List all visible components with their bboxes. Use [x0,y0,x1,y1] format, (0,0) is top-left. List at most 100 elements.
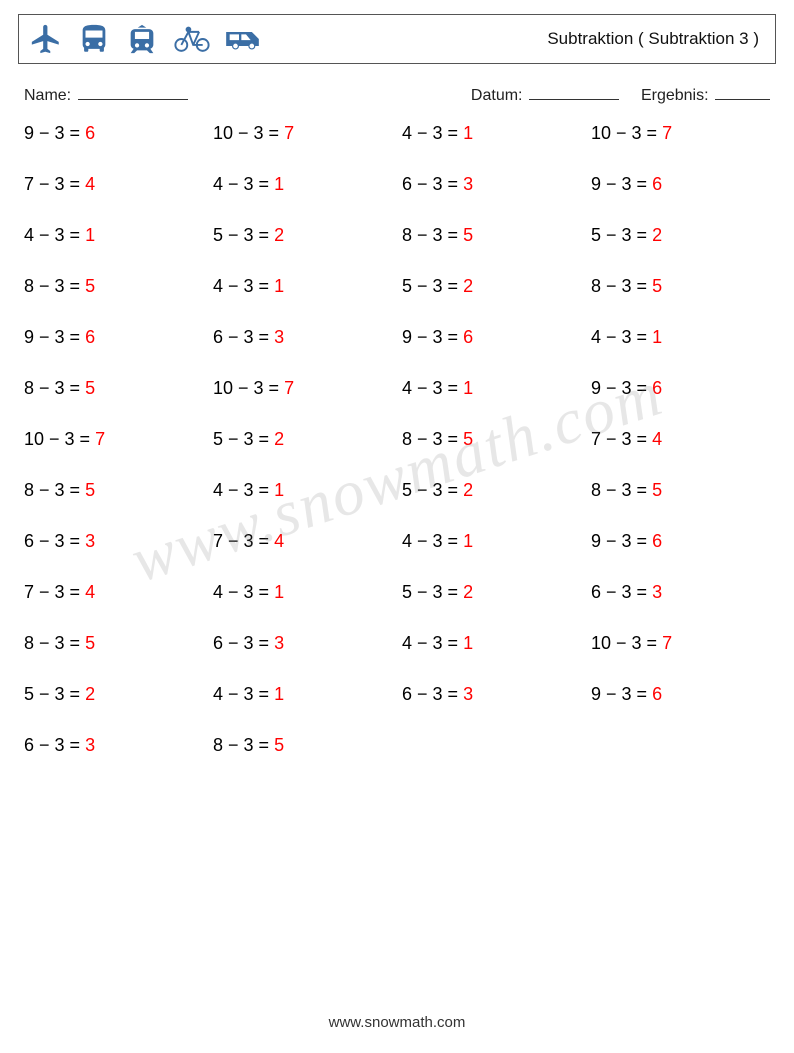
problem-answer: 7 [284,378,294,398]
problem-cell: 8 − 3 = 5 [402,429,581,450]
problem-answer: 1 [463,531,473,551]
problem-cell: 9 − 3 = 6 [591,684,770,705]
problem-answer: 6 [652,174,662,194]
problem-answer: 4 [274,531,284,551]
problem-expression: 8 − 3 = [24,276,85,296]
problem-cell: 6 − 3 = 3 [213,633,392,654]
problem-expression: 9 − 3 = [591,684,652,704]
problem-answer: 2 [274,429,284,449]
info-row: Name: Datum: Ergebnis: [24,86,770,105]
problem-cell: 9 − 3 = 6 [591,378,770,399]
problem-answer: 6 [85,327,95,347]
problem-cell: 7 − 3 = 4 [591,429,770,450]
problem-cell: 7 − 3 = 4 [213,531,392,552]
problem-cell: 4 − 3 = 1 [213,480,392,501]
problem-cell: 4 − 3 = 1 [591,327,770,348]
van-icon [225,24,267,54]
problem-cell: 8 − 3 = 5 [591,480,770,501]
problem-expression: 6 − 3 = [24,735,85,755]
problem-answer: 2 [85,684,95,704]
problem-answer: 6 [463,327,473,347]
problem-answer: 7 [662,123,672,143]
problem-answer: 3 [463,174,473,194]
problem-cell: 9 − 3 = 6 [591,531,770,552]
problem-answer: 2 [652,225,662,245]
problem-expression: 4 − 3 = [402,531,463,551]
problem-cell: 5 − 3 = 2 [591,225,770,246]
problem-cell: 9 − 3 = 6 [402,327,581,348]
problem-cell: 9 − 3 = 6 [591,174,770,195]
problem-expression: 6 − 3 = [591,582,652,602]
problem-answer: 6 [652,684,662,704]
problem-answer: 4 [85,582,95,602]
problem-expression: 5 − 3 = [213,225,274,245]
problem-answer: 7 [662,633,672,653]
problem-answer: 3 [652,582,662,602]
problem-expression: 9 − 3 = [591,174,652,194]
problem-answer: 5 [463,225,473,245]
problem-expression: 6 − 3 = [213,633,274,653]
problem-expression: 8 − 3 = [213,735,274,755]
problem-cell: 4 − 3 = 1 [402,531,581,552]
problem-expression: 10 − 3 = [213,378,284,398]
problem-cell: 9 − 3 = 6 [24,123,203,144]
problem-cell: 10 − 3 = 7 [213,123,392,144]
problem-expression: 4 − 3 = [213,684,274,704]
problem-expression: 5 − 3 = [591,225,652,245]
problem-answer: 2 [463,582,473,602]
problem-answer: 5 [85,480,95,500]
result-label: Ergebnis: [641,87,709,104]
problem-cell: 10 − 3 = 7 [591,633,770,654]
problem-expression: 5 − 3 = [402,276,463,296]
transport-icons [29,22,267,56]
problem-answer: 1 [274,174,284,194]
problem-answer: 3 [274,633,284,653]
problem-answer: 2 [463,276,473,296]
name-blank[interactable] [78,86,188,100]
problem-cell: 6 − 3 = 3 [213,327,392,348]
date-blank[interactable] [529,86,619,100]
problem-cell: 5 − 3 = 2 [24,684,203,705]
problems-grid: 9 − 3 = 6 10 − 3 = 7 4 − 3 = 1 10 − 3 = 7 7 … [24,123,770,756]
problem-cell: 4 − 3 = 1 [402,123,581,144]
bicycle-icon [173,24,211,54]
problem-expression: 4 − 3 = [402,123,463,143]
problem-answer: 7 [95,429,105,449]
problem-expression: 9 − 3 = [591,531,652,551]
problem-answer: 3 [463,684,473,704]
problem-answer: 5 [85,276,95,296]
problem-answer: 1 [274,480,284,500]
problem-expression: 7 − 3 = [24,174,85,194]
header-box: Subtraktion ( Subtraktion 3 ) [18,14,776,64]
problem-expression: 9 − 3 = [24,123,85,143]
result-blank[interactable] [715,86,770,100]
date-label: Datum: [471,87,523,104]
problem-cell: 5 − 3 = 2 [402,480,581,501]
problem-expression: 9 − 3 = [591,378,652,398]
tram-icon [125,22,159,56]
problem-expression: 10 − 3 = [24,429,95,449]
problem-expression: 8 − 3 = [591,480,652,500]
problem-cell: 6 − 3 = 3 [402,174,581,195]
problem-answer: 6 [652,531,662,551]
problem-expression: 10 − 3 = [591,123,662,143]
problem-cell: 8 − 3 = 5 [24,480,203,501]
problem-expression: 9 − 3 = [24,327,85,347]
problem-answer: 3 [85,531,95,551]
airplane-icon [29,22,63,56]
problem-expression: 8 − 3 = [402,429,463,449]
problem-cell: 8 − 3 = 5 [402,225,581,246]
problem-cell: 6 − 3 = 3 [24,735,203,756]
problem-cell: 4 − 3 = 1 [213,684,392,705]
problem-expression: 8 − 3 = [24,378,85,398]
problem-answer: 6 [652,378,662,398]
problem-answer: 1 [463,633,473,653]
problem-cell: 5 − 3 = 2 [402,582,581,603]
problem-expression: 7 − 3 = [24,582,85,602]
problem-expression: 6 − 3 = [402,684,463,704]
name-label: Name: [24,87,71,104]
problem-answer: 3 [274,327,284,347]
problem-answer: 4 [85,174,95,194]
problem-cell: 6 − 3 = 3 [591,582,770,603]
problem-expression: 8 − 3 = [24,480,85,500]
